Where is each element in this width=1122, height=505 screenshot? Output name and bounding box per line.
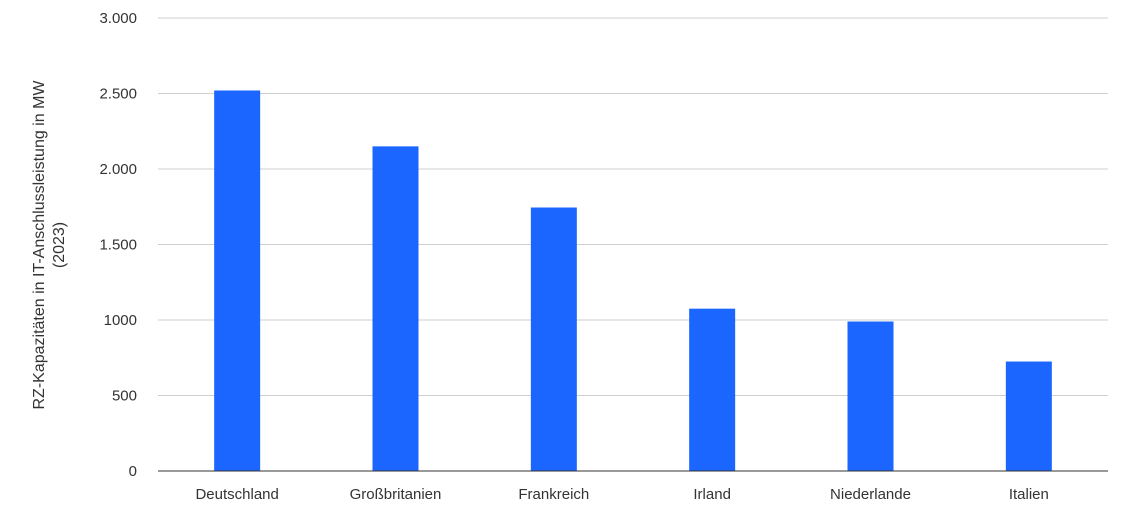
y-axis-title-line-2: (2023) [51, 222, 68, 268]
x-axis-labels: Deutschland Großbritanien Frankreich Irland… [195, 486, 1048, 503]
bar-italien [1005, 361, 1052, 471]
y-tick-label: 2.500 [99, 86, 137, 103]
bars [214, 90, 1052, 471]
x-category-label: Irland [693, 486, 731, 503]
gridlines [158, 17, 1108, 396]
bar-großbritanien [372, 146, 419, 471]
y-tick-label: 2.000 [99, 161, 137, 178]
x-category-label: Italien [1009, 486, 1049, 503]
x-category-label: Deutschland [195, 486, 278, 503]
x-category-label: Großbritanien [350, 486, 442, 503]
bar-niederlande [847, 321, 894, 471]
y-tick-label: 500 [112, 388, 137, 405]
y-tick-label: 3.000 [99, 10, 137, 27]
y-tick-label: 0 [129, 463, 137, 480]
y-tick-label: 1.500 [99, 237, 137, 254]
y-axis-ticks: 0 500 1000 1.500 2.000 2.500 3.000 [99, 10, 137, 480]
y-tick-label: 1000 [104, 312, 137, 329]
bar-irland [689, 308, 736, 471]
x-category-label: Frankreich [518, 486, 589, 503]
bar-frankreich [530, 207, 577, 471]
x-category-label: Niederlande [830, 486, 911, 503]
bar-deutschland [214, 90, 261, 471]
y-axis-title-line-1: RZ-Kapazitäten in IT-Anschlussleistung i… [31, 80, 48, 410]
